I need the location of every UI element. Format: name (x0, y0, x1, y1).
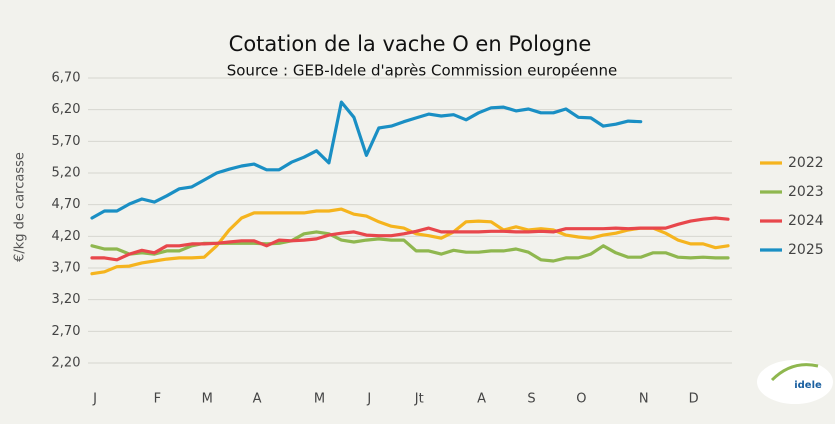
x-tick-label: N (639, 392, 649, 407)
series-line (90, 100, 643, 220)
series-line (90, 216, 730, 262)
x-tick-label: D (689, 392, 699, 407)
x-tick-label: Jt (414, 392, 424, 407)
x-tick-label: J (366, 392, 371, 407)
y-tick-label: 5,20 (52, 166, 81, 181)
logo: idele (757, 360, 833, 404)
y-axis-label: €/kg de carcasse (13, 152, 28, 262)
chart-subtitle: Source : GEB-Idele d'après Commission eu… (227, 62, 618, 80)
y-tick-label: 6,20 (52, 102, 81, 117)
x-tick-label: A (477, 392, 486, 407)
y-tick-label: 5,70 (52, 134, 81, 149)
y-tick-label: 3,70 (52, 261, 81, 276)
y-tick-label: 3,20 (52, 292, 81, 307)
y-tick-label: 2,70 (52, 324, 81, 339)
logo-badge (757, 360, 833, 404)
legend-label: 2025 (788, 242, 824, 258)
y-tick-label: 4,70 (52, 197, 81, 212)
x-tick-label: J (92, 392, 97, 407)
legend-label: 2024 (788, 213, 824, 229)
logo-text: idele (794, 380, 822, 391)
x-tick-label: O (576, 392, 586, 407)
chart-title: Cotation de la vache O en Pologne (229, 32, 592, 56)
y-tick-label: 2,20 (52, 356, 81, 371)
x-tick-label: M (314, 392, 325, 407)
y-tick-label: 6,70 (52, 71, 81, 86)
x-tick-label: A (253, 392, 262, 407)
logo-swoosh (770, 363, 819, 382)
x-tick-label: S (527, 392, 535, 407)
x-tick-label: M (202, 392, 213, 407)
y-tick-label: 4,20 (52, 229, 81, 244)
legend-label: 2022 (788, 155, 824, 171)
legend-label: 2023 (788, 184, 824, 200)
x-tick-label: F (154, 392, 161, 407)
